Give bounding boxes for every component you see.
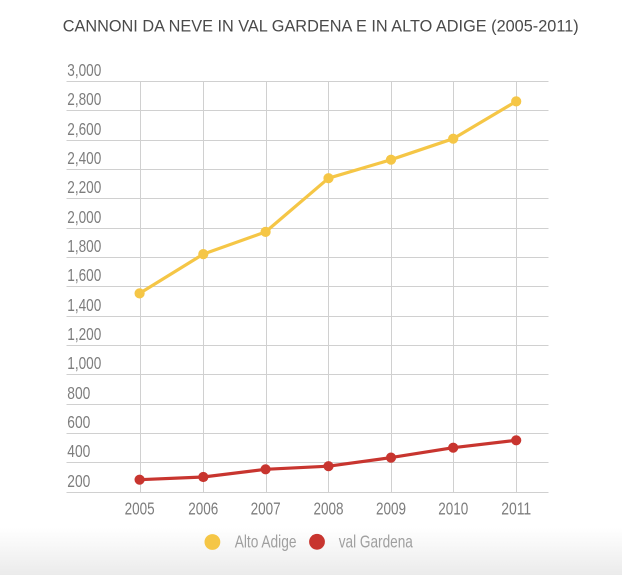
- svg-text:2011: 2011: [501, 499, 531, 519]
- svg-text:2005: 2005: [125, 499, 155, 519]
- svg-text:1,000: 1,000: [67, 353, 101, 373]
- svg-text:2,800: 2,800: [67, 89, 101, 109]
- svg-text:2,600: 2,600: [67, 119, 101, 139]
- svg-text:2010: 2010: [438, 499, 468, 519]
- svg-text:2009: 2009: [376, 499, 406, 519]
- svg-text:2007: 2007: [251, 499, 281, 519]
- svg-text:2,000: 2,000: [67, 207, 101, 227]
- svg-text:1,400: 1,400: [67, 295, 101, 315]
- svg-text:2,400: 2,400: [67, 148, 101, 168]
- svg-text:val Gardena: val Gardena: [339, 531, 413, 551]
- svg-text:1,200: 1,200: [67, 324, 101, 344]
- svg-text:1,600: 1,600: [67, 265, 101, 285]
- svg-text:800: 800: [67, 383, 90, 403]
- svg-text:400: 400: [67, 441, 90, 461]
- svg-text:2008: 2008: [314, 499, 344, 519]
- svg-text:CANNONI DA NEVE IN VAL GARDENA: CANNONI DA NEVE IN VAL GARDENA E IN ALTO…: [63, 16, 579, 35]
- svg-text:Alto Adige: Alto Adige: [235, 531, 297, 551]
- svg-text:2,200: 2,200: [67, 177, 101, 197]
- svg-text:3,000: 3,000: [67, 60, 101, 80]
- svg-text:600: 600: [67, 412, 90, 432]
- svg-text:200: 200: [67, 471, 90, 491]
- svg-text:2006: 2006: [188, 499, 218, 519]
- svg-text:1,800: 1,800: [67, 236, 101, 256]
